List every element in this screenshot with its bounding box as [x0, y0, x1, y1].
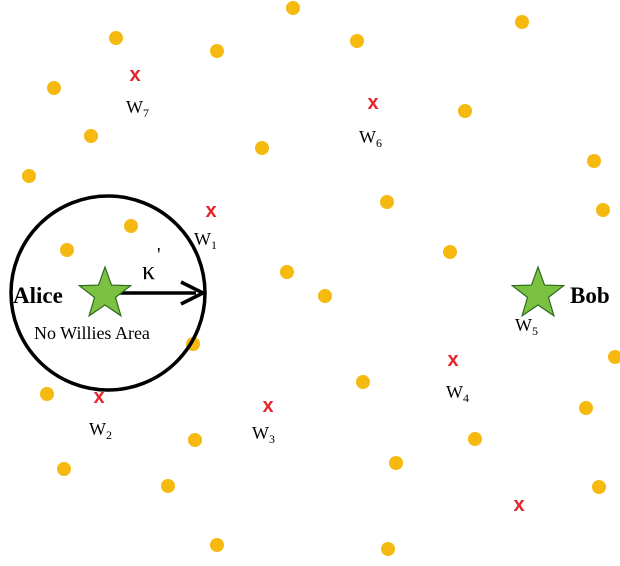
- network-node: [255, 141, 269, 155]
- network-node: [587, 154, 601, 168]
- network-node: [608, 350, 620, 364]
- willie-label-w5: W5: [515, 315, 538, 338]
- network-node: [286, 1, 300, 15]
- network-node: [280, 265, 294, 279]
- network-node: [443, 245, 457, 259]
- network-node: [161, 479, 175, 493]
- network-node: [380, 195, 394, 209]
- network-node: [84, 129, 98, 143]
- network-node: [515, 15, 529, 29]
- network-nodes: [22, 1, 620, 556]
- willie-label-w2: W2: [89, 419, 112, 442]
- network-node: [22, 169, 36, 183]
- willie-mark-icon: x: [447, 349, 458, 371]
- network-node: [592, 480, 606, 494]
- network-node: [210, 44, 224, 58]
- willie-marks: x x x x x x x: [93, 64, 524, 516]
- network-node: [210, 538, 224, 552]
- network-node: [318, 289, 332, 303]
- network-node: [381, 542, 395, 556]
- radius-prime: ': [157, 244, 161, 266]
- willie-label-w4: W4: [446, 382, 469, 405]
- network-node: [124, 219, 138, 233]
- willie-label-w3: W3: [252, 423, 275, 446]
- willie-mark-icon: x: [513, 494, 524, 516]
- willie-labels: W1 W2 W3 W4 W5 W6 W7: [89, 97, 538, 446]
- network-node: [188, 433, 202, 447]
- bob-star-icon: [510, 265, 566, 318]
- network-node: [356, 375, 370, 389]
- willie-mark-icon: x: [367, 92, 378, 114]
- bob-label: Bob: [570, 283, 610, 308]
- network-node: [389, 456, 403, 470]
- willie-mark-icon: x: [205, 200, 216, 222]
- network-node: [579, 401, 593, 415]
- no-willies-area-label: No Willies Area: [34, 323, 150, 343]
- network-node: [468, 432, 482, 446]
- willie-label-w7: W7: [126, 97, 149, 120]
- alice-label: Alice: [13, 283, 63, 308]
- willie-mark-icon: x: [129, 64, 140, 86]
- willie-label-w1: W1: [194, 229, 217, 252]
- willie-mark-icon: x: [93, 386, 104, 408]
- network-node: [458, 104, 472, 118]
- willie-label-w6: W6: [359, 127, 382, 150]
- network-node: [47, 81, 61, 95]
- alice-star-icon: [77, 265, 133, 318]
- network-node: [596, 203, 610, 217]
- network-node: [57, 462, 71, 476]
- network-node: [350, 34, 364, 48]
- network-node: [40, 387, 54, 401]
- network-node: [60, 243, 74, 257]
- radius-label: κ: [142, 256, 155, 285]
- network-node: [109, 31, 123, 45]
- willie-mark-icon: x: [262, 395, 273, 417]
